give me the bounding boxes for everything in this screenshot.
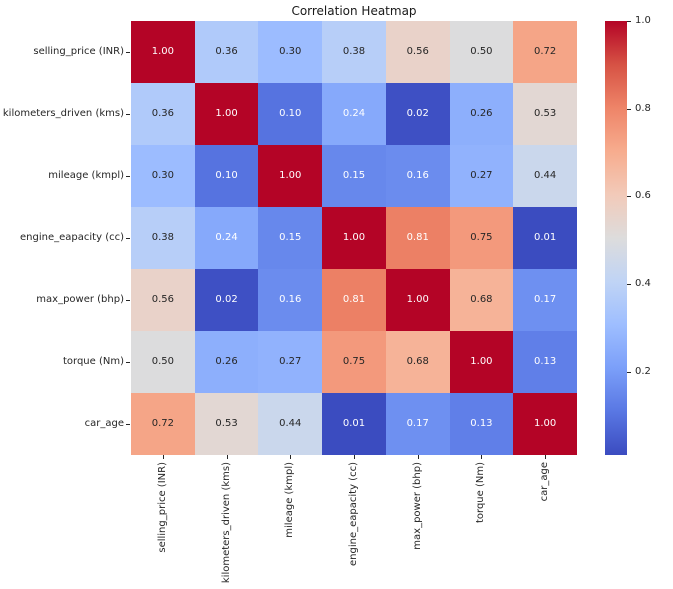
heatmap-cell: 1.00 [385,269,450,331]
heatmap-cell: 0.53 [513,83,577,145]
x-tick-label: mileage (kmpl) [284,462,296,538]
y-axis-tick [126,300,130,301]
y-tick-label: kilometers_driven (kms) [2,108,124,119]
heatmap-cell: 0.10 [258,83,323,145]
colorbar-tick-label: 1.0 [635,15,651,26]
colorbar-tick [627,371,631,373]
heatmap-cell: 0.01 [322,393,386,455]
heatmap-cell: 0.38 [322,21,386,83]
heatmap-cell: 0.75 [449,207,514,269]
heatmap-cell: 0.24 [194,207,259,269]
y-axis-tick [126,238,130,239]
y-tick-label: max_power (bhp) [36,294,124,305]
heatmap-cell: 0.16 [385,145,450,207]
colorbar-tick [627,196,631,198]
heatmap-cell: 0.01 [513,207,577,269]
heatmap-cell: 0.10 [194,145,259,207]
heatmap-cell: 0.26 [449,83,514,145]
heatmap-cell: 1.00 [194,83,259,145]
y-axis-tick [126,176,130,177]
heatmap-cell: 0.27 [258,331,323,393]
heatmap-cell: 0.27 [449,145,514,207]
x-axis-tick [162,455,164,459]
heatmap-cell: 1.00 [258,145,323,207]
x-tick-label: car_age [539,462,551,502]
x-tick-label: engine_eapacity (cc) [348,462,359,566]
colorbar-tick [627,108,631,110]
colorbar-tick-label: 0.4 [635,278,651,290]
heatmap-cell: 0.56 [131,269,195,331]
y-axis-tick [126,52,130,53]
heatmap-cell: 1.00 [513,393,577,455]
heatmap-cell: 0.30 [131,145,195,207]
heatmap-cell: 0.44 [258,393,323,455]
heatmap-cell: 0.68 [385,331,450,393]
heatmap-cell: 0.81 [385,207,450,269]
heatmap-cell: 1.00 [449,331,514,393]
heatmap-cell: 0.15 [258,207,323,269]
x-axis-tick [417,455,419,459]
y-tick-label: mileage (kmpl) [48,170,124,181]
heatmap-cell: 0.68 [449,269,514,331]
heatmap-cell: 1.00 [322,207,386,269]
x-axis-tick [481,455,483,459]
y-axis-tick [126,114,130,115]
x-axis-tick [226,455,228,459]
heatmap-cell: 0.15 [322,145,386,207]
heatmap-cell: 0.72 [513,21,577,83]
y-tick-label: car_age [84,418,124,429]
y-tick-label: selling_price (INR) [33,46,124,57]
colorbar-tick-label: 0.2 [635,365,651,377]
heatmap-cell: 0.13 [513,331,577,393]
x-axis-tick [354,455,355,459]
heatmap-cell: 0.17 [385,393,450,455]
heatmap-cell: 0.36 [131,83,195,145]
heatmap-cell: 0.44 [513,145,577,207]
colorbar-tick [627,21,631,22]
x-tick-label: max_power (bhp) [411,462,423,550]
heatmap-cell: 0.24 [322,83,386,145]
x-axis-tick [545,455,547,459]
colorbar-tick-label: 0.8 [635,102,651,114]
colorbar [605,21,627,455]
heatmap-cell: 0.53 [194,393,259,455]
heatmap-cell: 0.75 [322,331,386,393]
heatmap-cell: 0.56 [385,21,450,83]
heatmap-cell: 0.36 [194,21,259,83]
heatmap-cell: 0.02 [385,83,450,145]
heatmap-cell: 0.81 [322,269,386,331]
x-tick-label: torque (Nm) [475,462,487,524]
heatmap-cell: 0.13 [449,393,514,455]
y-tick-label: torque (Nm) [62,356,124,367]
heatmap-cell: 0.16 [258,269,323,331]
heatmap-cell: 0.30 [258,21,323,83]
heatmap-cell: 1.00 [131,21,195,83]
chart-title: Correlation Heatmap [291,4,417,18]
colorbar-tick [627,284,631,286]
heatmap-cell: 0.26 [194,331,259,393]
x-axis-tick [290,455,292,459]
x-tick-label: selling_price (INR) [156,462,168,553]
heatmap-cell: 0.02 [194,269,259,331]
heatmap-grid: 1.00 0.36 0.30 0.38 0.56 0.50 0.72 0.36 1.00 0.10… [131,21,577,455]
colorbar-tick-label: 0.6 [635,190,651,202]
heatmap-cell: 0.17 [513,269,577,331]
heatmap-cell: 0.72 [131,393,195,455]
heatmap-cell: 0.50 [131,331,195,393]
y-axis-tick [126,424,130,425]
y-axis-tick [126,362,130,363]
heatmap-cell: 0.50 [449,21,514,83]
heatmap-cell: 0.38 [131,207,195,269]
x-tick-label: kilometers_driven (kms) [220,462,232,584]
y-tick-label: engine_eapacity (cc) [20,232,124,243]
